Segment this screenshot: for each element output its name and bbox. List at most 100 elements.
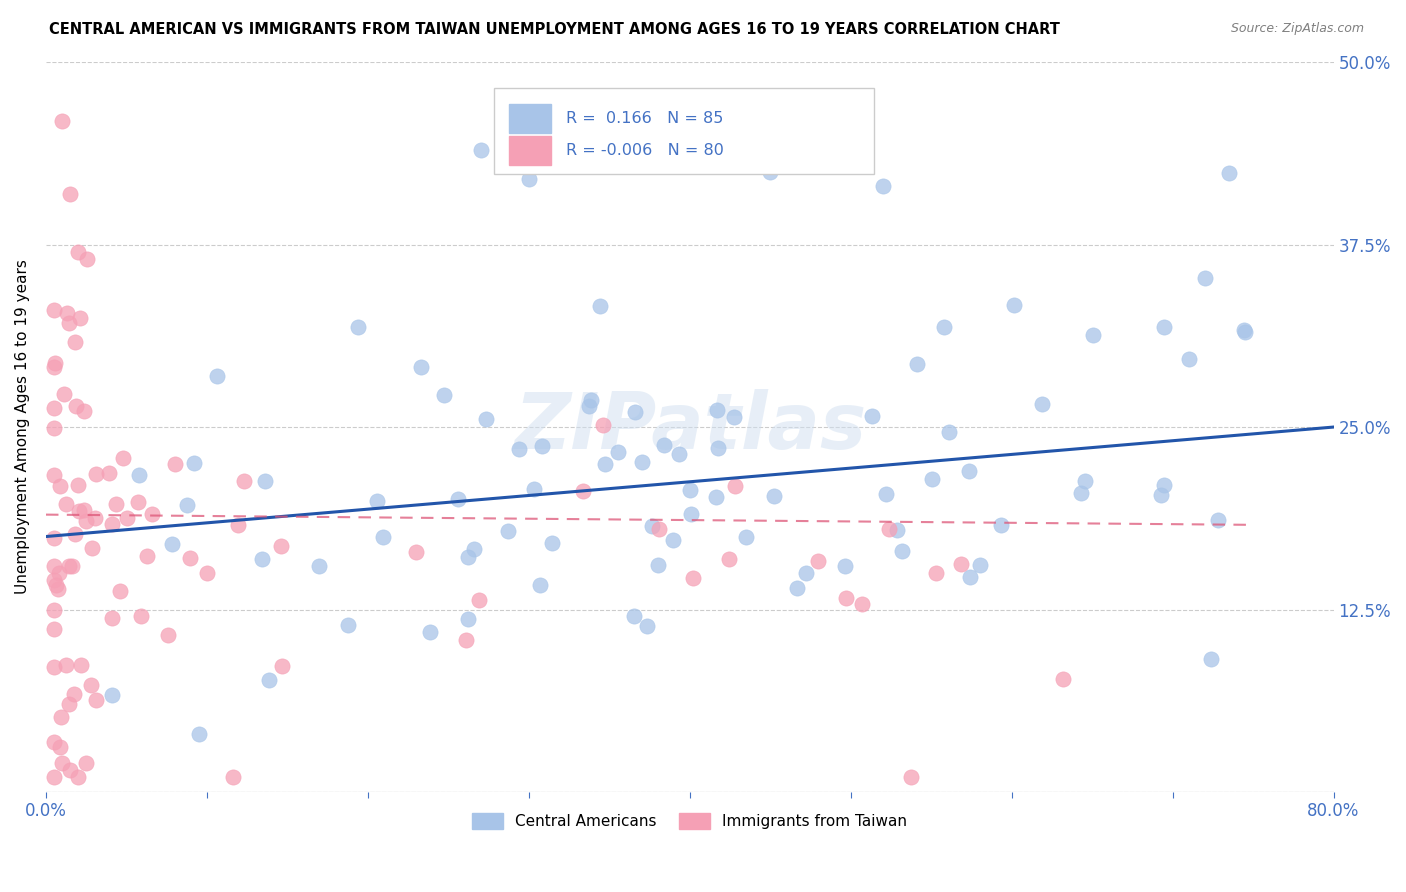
Point: [100, 610, 122, 624]
Point: [252, 551, 274, 566]
Point: [336, 618, 359, 632]
Point: [62, 687, 84, 701]
Point: [1233, 325, 1256, 339]
Point: [860, 409, 883, 424]
Point: [42, 573, 65, 587]
Point: [807, 554, 830, 568]
Point: [592, 418, 614, 433]
Point: [83, 511, 105, 525]
Point: [593, 457, 616, 471]
Point: [67, 244, 90, 259]
Point: [411, 359, 433, 374]
Point: [463, 541, 485, 556]
Point: [834, 558, 856, 573]
Point: [42, 602, 65, 616]
Point: [58, 558, 80, 573]
Point: [498, 524, 520, 538]
Point: [371, 530, 394, 544]
Point: [253, 474, 276, 488]
Point: [58, 697, 80, 711]
Point: [957, 464, 980, 478]
Point: [80, 541, 103, 555]
Point: [366, 494, 388, 508]
Point: [136, 549, 159, 564]
Point: [75, 514, 97, 528]
Point: [187, 726, 209, 740]
Point: [457, 549, 479, 564]
Point: [346, 319, 368, 334]
Point: [111, 450, 134, 465]
Point: [63, 527, 86, 541]
Point: [762, 490, 785, 504]
Point: [530, 440, 553, 454]
Point: [648, 522, 671, 536]
Point: [647, 558, 669, 572]
Point: [433, 388, 456, 402]
Point: [470, 143, 492, 157]
Point: [42, 303, 65, 318]
Point: [636, 619, 658, 633]
Point: [1083, 328, 1105, 343]
Point: [51, 756, 73, 770]
Point: [207, 368, 229, 383]
Point: [641, 519, 664, 533]
Point: [42, 421, 65, 435]
Point: [1194, 271, 1216, 285]
Point: [108, 584, 131, 599]
Point: [257, 673, 280, 688]
Point: [735, 531, 758, 545]
Point: [877, 523, 900, 537]
Point: [65, 399, 87, 413]
Point: [51, 710, 73, 724]
Point: [1002, 297, 1025, 311]
Point: [59, 763, 82, 777]
Point: [67, 770, 90, 784]
Point: [270, 539, 292, 553]
Point: [42, 468, 65, 483]
Point: [707, 441, 730, 455]
Point: [84, 467, 107, 482]
Point: [905, 357, 928, 371]
Point: [1178, 351, 1201, 366]
Point: [232, 474, 254, 488]
Point: [42, 659, 65, 673]
Point: [55, 306, 77, 320]
Point: [938, 425, 960, 439]
Point: [73, 404, 96, 418]
Point: [925, 566, 948, 581]
Point: [55, 657, 77, 672]
Point: [160, 537, 183, 551]
Point: [990, 517, 1012, 532]
Point: [42, 623, 65, 637]
Point: [66, 478, 89, 492]
Point: [1153, 320, 1175, 334]
Point: [101, 517, 124, 532]
Point: [949, 557, 972, 571]
Point: [682, 571, 704, 585]
Text: CENTRAL AMERICAN VS IMMIGRANTS FROM TAIWAN UNEMPLOYMENT AMONG AGES 16 TO 19 YEAR: CENTRAL AMERICAN VS IMMIGRANTS FROM TAIW…: [49, 22, 1060, 37]
Point: [141, 508, 163, 522]
Point: [75, 756, 97, 770]
Point: [1218, 166, 1240, 180]
Point: [70, 658, 93, 673]
Point: [1074, 474, 1097, 488]
Point: [42, 735, 65, 749]
Text: Source: ZipAtlas.com: Source: ZipAtlas.com: [1230, 22, 1364, 36]
Point: [851, 597, 873, 611]
Point: [678, 483, 700, 497]
Point: [1201, 652, 1223, 666]
Point: [179, 551, 201, 566]
Bar: [509, 136, 551, 165]
Point: [468, 592, 491, 607]
Point: [156, 628, 179, 642]
Point: [529, 578, 551, 592]
Point: [49, 479, 72, 493]
Point: [1233, 324, 1256, 338]
Point: [42, 401, 65, 415]
Point: [508, 442, 530, 456]
Point: [46, 582, 69, 596]
Point: [921, 472, 943, 486]
Point: [447, 492, 470, 507]
FancyBboxPatch shape: [494, 87, 875, 174]
Point: [1031, 397, 1053, 411]
